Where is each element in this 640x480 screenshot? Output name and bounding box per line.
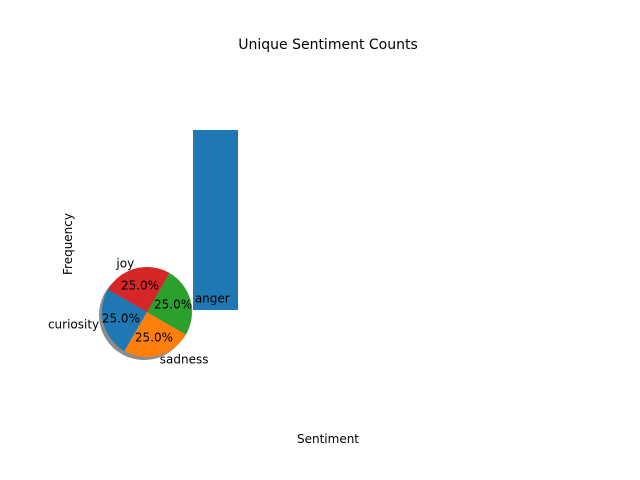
pie-slices: [102, 267, 192, 357]
bar-mark: [193, 130, 238, 310]
pie-slice-sadness: [124, 312, 186, 357]
pie-label-sadness: sadness: [160, 352, 209, 366]
pie-labels: curiosity sadness anger joy: [48, 257, 230, 367]
pie-slice-joy: [108, 267, 170, 312]
pie-label-curiosity: curiosity: [48, 317, 99, 331]
chart-title: Unique Sentiment Counts: [238, 37, 418, 53]
pie-percent-label-joy: 25.0%: [121, 278, 159, 292]
pie-percent-labels: 25.0% 25.0% 25.0% 25.0%: [102, 278, 192, 344]
pie-label-anger: anger: [195, 292, 230, 306]
y-axis-label: Frequency: [61, 213, 75, 275]
x-axis-label: Sentiment: [297, 432, 359, 446]
pie-percent-label-curiosity: 25.0%: [102, 311, 140, 325]
pie-percent-label-anger: 25.0%: [154, 298, 192, 312]
pie-slice-curiosity: [102, 289, 147, 351]
pie-label-joy: joy: [115, 257, 134, 271]
pie-slice-anger: [147, 273, 192, 335]
pie-percent-label-sadness: 25.0%: [135, 331, 173, 345]
